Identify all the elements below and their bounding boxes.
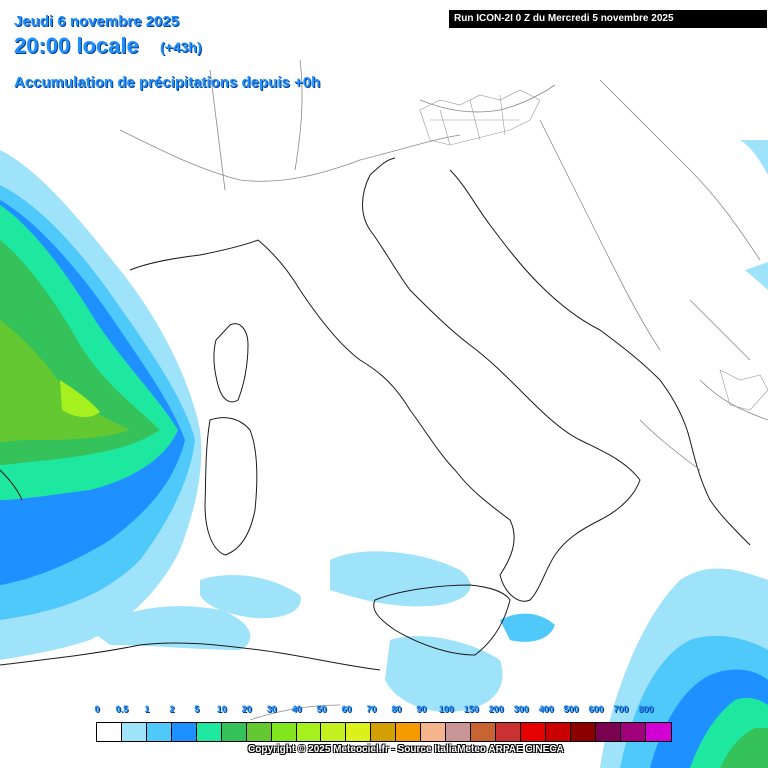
- regional-borders: [419, 89, 768, 411]
- coastlines: [0, 157, 751, 671]
- legend-label: 0: [94, 704, 100, 714]
- legend-swatch: [595, 723, 621, 741]
- run-info: Run ICON-2I 0 Z du Mercredi 5 novembre 2…: [449, 10, 767, 28]
- legend-swatch: [97, 723, 122, 741]
- legend-swatch: [346, 723, 372, 741]
- legend-label: 1: [144, 704, 150, 714]
- legend-labels: 0 0.5 1 2 5 10 20 30 40 50 60 70 80 90 100 150 200 300 400…: [94, 704, 676, 718]
- legend-swatch: [471, 723, 496, 741]
- legend-label: 5: [194, 704, 200, 714]
- legend-swatch: [296, 723, 322, 741]
- legend-label: 50: [316, 704, 327, 714]
- legend-swatch: [196, 723, 222, 741]
- legend-label: 80: [391, 704, 402, 714]
- legend-label: 700: [613, 704, 629, 714]
- legend-label: 500: [563, 704, 579, 714]
- legend-label: 600: [588, 704, 604, 714]
- legend-label: 2: [169, 704, 175, 714]
- legend-label: 0.5: [115, 704, 129, 714]
- legend-swatch: [545, 723, 571, 741]
- legend-swatch: [446, 723, 472, 741]
- forecast-date: Jeudi 6 novembre 2025: [14, 13, 180, 30]
- variable-title: Accumulation de précipitations depuis +0…: [14, 74, 321, 91]
- legend-swatch: [321, 723, 347, 741]
- legend-swatches: [96, 722, 672, 742]
- legend-swatch: [271, 723, 297, 741]
- legend-swatch: [171, 723, 197, 741]
- legend-label: 100: [438, 704, 454, 714]
- legend-swatch: [246, 723, 272, 741]
- legend-swatch: [645, 723, 671, 741]
- legend-swatch: [570, 723, 596, 741]
- legend-label: 30: [266, 704, 277, 714]
- legend-label: 40: [291, 704, 302, 714]
- legend-label: 90: [416, 704, 427, 714]
- legend-swatch: [121, 723, 147, 741]
- legend-swatch: [371, 723, 397, 741]
- legend-label: 60: [341, 704, 352, 714]
- legend-label: 800: [638, 704, 654, 714]
- legend-swatch: [396, 723, 422, 741]
- legend-swatch: [221, 723, 247, 741]
- legend-label: 200: [488, 704, 504, 714]
- forecast-offset: (+43h): [160, 39, 202, 55]
- legend-swatch: [496, 723, 521, 741]
- legend-swatch: [620, 723, 646, 741]
- precip-south: [200, 551, 555, 712]
- legend-swatch: [421, 723, 447, 741]
- legend-swatch: [520, 723, 546, 741]
- legend-label: 70: [366, 704, 377, 714]
- forecast-time: 20:00 locale: [14, 33, 139, 58]
- borders: [119, 59, 768, 721]
- legend-label: 400: [538, 704, 554, 714]
- legend-label: 20: [241, 704, 252, 714]
- legend-label: 10: [216, 704, 227, 714]
- copyright-text: Copyright © 2025 Meteociel.fr - Source I…: [248, 744, 564, 755]
- precip-legend: 0 0.5 1 2 5 10 20 30 40 50 60 70 80 90 100 150 200 300 400…: [94, 704, 676, 742]
- legend-label: 150: [463, 704, 479, 714]
- legend-swatch: [146, 723, 172, 741]
- precip-west: [0, 150, 251, 660]
- legend-label: 300: [513, 704, 529, 714]
